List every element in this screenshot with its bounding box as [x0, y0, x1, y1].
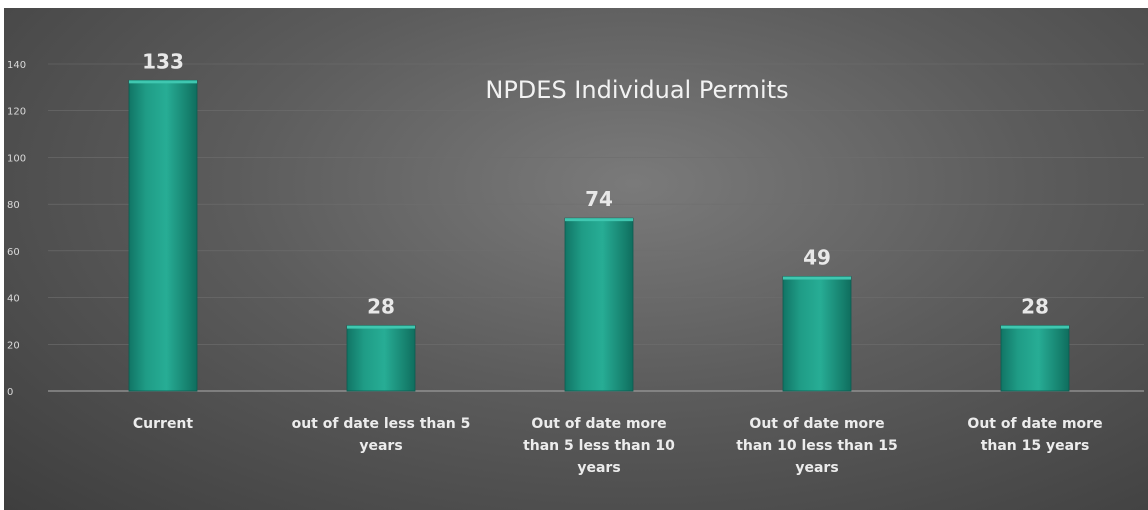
bar-cap [347, 325, 415, 329]
bar [128, 79, 198, 392]
data-label: 49 [803, 246, 831, 270]
bar-chart: 0 20 40 60 80 100 120 140 133 28 74 49 28 Current ou… [7, 49, 1144, 476]
bar-cap [783, 276, 851, 280]
data-label: 74 [585, 187, 613, 211]
data-label: 28 [367, 295, 395, 319]
bar-cap [1001, 325, 1069, 329]
bar-cap [565, 218, 633, 222]
y-tick-label: 0 [7, 387, 13, 398]
chart-title: NPDES Individual Permits [485, 76, 788, 104]
chart-area: 0 20 40 60 80 100 120 140 133 28 74 49 28 Current ou… [4, 8, 1148, 510]
bar [564, 217, 634, 392]
bar [346, 325, 416, 392]
x-category-label: Current [133, 416, 194, 432]
y-tick-label: 40 [7, 294, 20, 305]
bar [782, 276, 852, 392]
y-tick-label: 100 [7, 153, 26, 164]
x-category-label: Out of date more than 10 less than 15 year… [736, 416, 898, 476]
x-category-label: out of date less than 5 years [292, 416, 471, 454]
y-tick-label: 80 [7, 200, 20, 211]
y-tick-label: 60 [7, 247, 20, 258]
y-tick-label: 120 [7, 107, 26, 118]
bar [1000, 325, 1070, 392]
data-label: 28 [1021, 295, 1049, 319]
x-category-label: Out of date more than 15 years [967, 416, 1102, 454]
y-tick-label: 20 [7, 340, 20, 351]
y-tick-label: 140 [7, 60, 26, 71]
data-label: 133 [142, 49, 184, 73]
x-category-label: Out of date more than 5 less than 10 years [523, 416, 675, 476]
bar-cap [129, 80, 197, 84]
